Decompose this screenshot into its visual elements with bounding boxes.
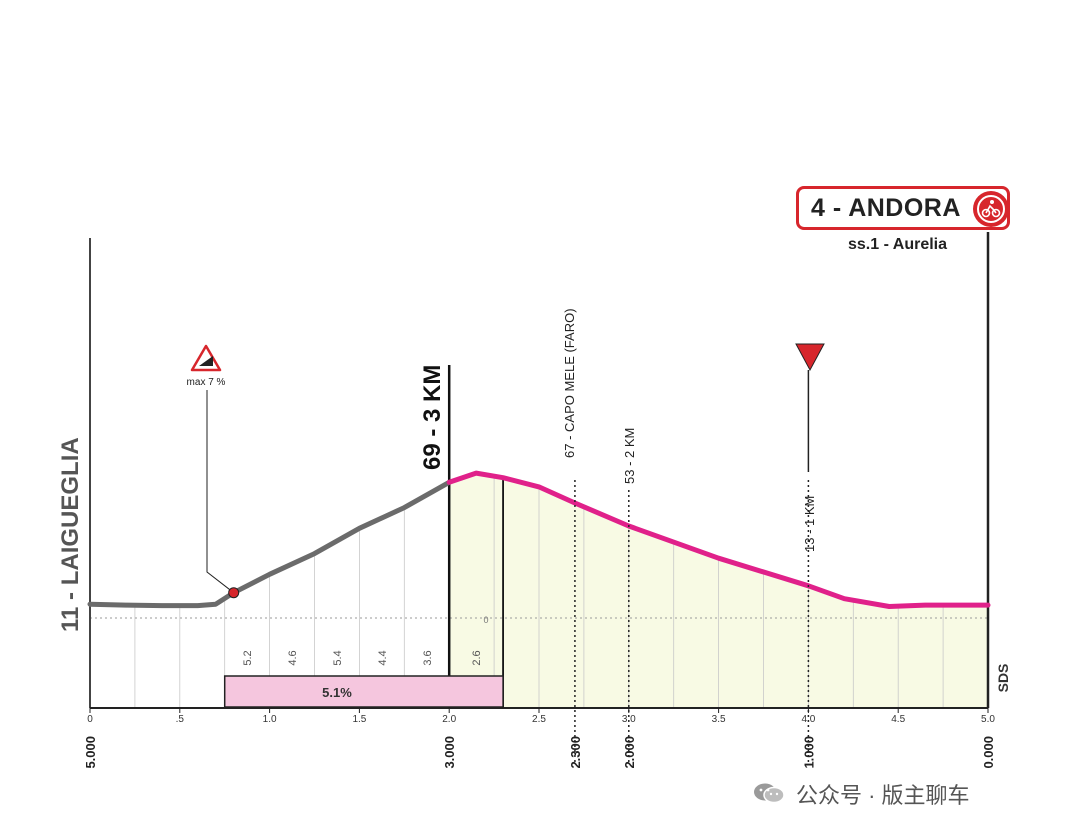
segment-grade-label: 5.2 <box>242 650 254 665</box>
distance-to-go-label: 2.000 <box>622 736 637 769</box>
x-tick-label: 1.0 <box>263 714 277 725</box>
x-tick-label: 2.5 <box>532 714 546 725</box>
x-tick-label: 5.0 <box>981 714 995 725</box>
flamme-rouge-icon <box>795 343 825 372</box>
finish-road-name: ss.1 - Aurelia <box>848 236 948 253</box>
distance-to-go-label: 3.000 <box>442 736 457 769</box>
distance-to-go-label: 2.300 <box>568 736 583 769</box>
steep-climb-warning-icon <box>190 344 222 372</box>
x-tick-label: 3.5 <box>712 714 726 725</box>
climb-grade-bar <box>223 675 504 708</box>
sds-logo: SDS <box>995 664 1011 693</box>
km2-marker-label: 53 - 2 KM <box>622 428 637 484</box>
x-tick-label: 0 <box>87 714 93 725</box>
x-tick-label: 3.0 <box>622 714 636 725</box>
km3-marker-label: 69 - 3 KM <box>419 365 446 470</box>
max-grade-point <box>228 587 240 599</box>
watermark-text: 公众号 · 版主聊车 <box>796 783 970 808</box>
start-label: 11 - LAIGUEGLIA <box>57 437 84 632</box>
x-tick-label: 1.5 <box>352 714 366 725</box>
max-grade-label: max 7 % <box>187 377 226 388</box>
km1-marker-label: 13 - 1 KM <box>802 496 817 552</box>
segment-grade-label: 5.4 <box>332 650 344 665</box>
max-grade-leader <box>206 390 234 594</box>
finish-label: 4 - ANDORA <box>811 194 961 222</box>
segment-grade-label: 3.6 <box>422 650 434 665</box>
sea-level-label: 0 <box>483 615 488 625</box>
segment-grade-label: 4.4 <box>377 650 389 665</box>
climb-average-grade: 5.1% <box>322 685 352 700</box>
x-tick-label: 4.5 <box>891 714 905 725</box>
distance-to-go-label: 5.000 <box>83 736 98 769</box>
wechat-icon <box>754 783 785 804</box>
cyclist-finish-icon <box>973 191 1009 227</box>
segment-grade-label: 2.6 <box>471 650 483 665</box>
distance-to-go-label: 1.000 <box>801 736 816 769</box>
profile-line-final <box>446 470 991 609</box>
x-tick-label: .5 <box>176 714 185 725</box>
finish-banner: 4 - ANDORA <box>796 186 1010 230</box>
x-tick-label: 4.0 <box>801 714 815 725</box>
capo-mele-label: 67 - CAPO MELE (FARO) <box>562 308 577 458</box>
slope-glyph <box>199 356 213 366</box>
x-tick-label: 2.0 <box>442 714 456 725</box>
segment-grade-label: 4.6 <box>287 650 299 665</box>
distance-to-go-label: 0.000 <box>981 736 996 769</box>
